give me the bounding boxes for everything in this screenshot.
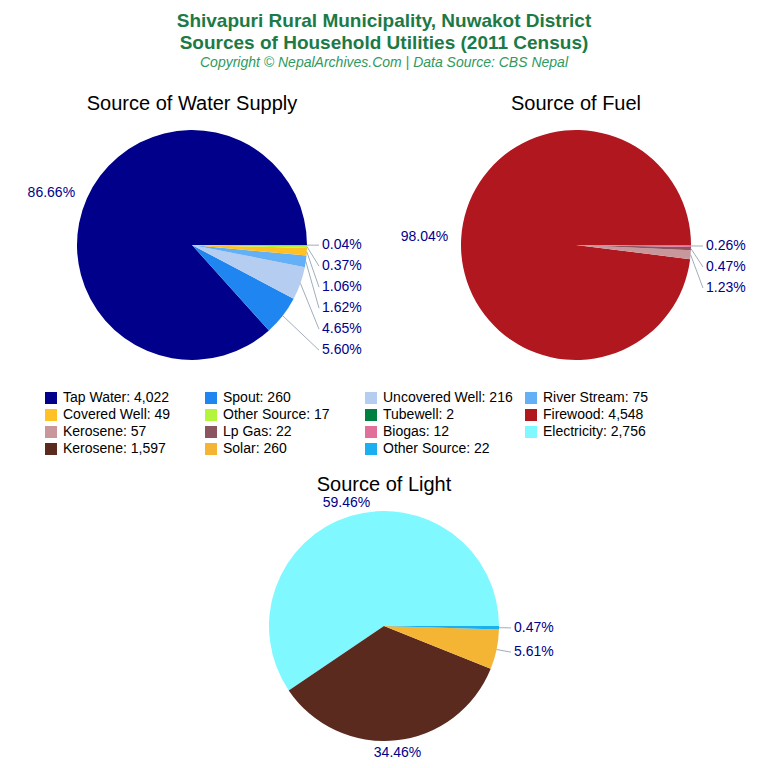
data-label: 0.47% <box>514 619 554 635</box>
leader-line <box>300 283 319 329</box>
leader-line <box>497 649 511 652</box>
legend-label: River Stream: 75 <box>543 389 648 405</box>
legend-label: Firewood: 4,548 <box>543 406 644 422</box>
legend-label: Other Source: 22 <box>383 440 490 456</box>
legend-label: Lp Gas: 22 <box>223 423 292 439</box>
pie-group: Source of Fuel 98.04% 1.23% 0.47% 0.26% <box>401 92 746 360</box>
leader-line <box>691 249 703 267</box>
chart-root: Shivapuri Rural Municipality, Nuwakot Di… <box>0 0 768 768</box>
legend-swatch <box>365 409 377 421</box>
legend-swatch <box>205 409 217 421</box>
leader-line <box>499 627 511 628</box>
pie-slice <box>192 245 307 246</box>
legend-swatch <box>365 426 377 438</box>
data-label: 0.26% <box>706 237 746 253</box>
legend-swatch <box>45 392 57 404</box>
pie-slice <box>192 245 307 256</box>
legend-swatch <box>525 392 537 404</box>
legend-label: Spout: 260 <box>223 389 291 405</box>
legend-swatch <box>365 443 377 455</box>
legend-label: Kerosene: 57 <box>63 423 146 439</box>
data-label: 0.04% <box>322 236 362 252</box>
legend-swatch <box>205 443 217 455</box>
pie-slice <box>384 626 499 669</box>
pie-title: Source of Fuel <box>511 92 641 114</box>
data-label: 86.66% <box>28 184 75 200</box>
pie-group: Source of Light59.46% 34.46% 5.61% 0.47% <box>269 473 554 760</box>
legend-swatch <box>45 426 57 438</box>
legend-label: Other Source: 17 <box>223 406 330 422</box>
data-label: 1.06% <box>322 278 362 294</box>
data-label: 5.60% <box>322 341 362 357</box>
background <box>0 0 768 768</box>
data-labels: 59.46% 34.46% 5.61% 0.47% <box>323 494 554 760</box>
legend-label: Tubewell: 2 <box>383 406 454 422</box>
leader-line <box>307 245 319 246</box>
legend-swatch <box>525 409 537 421</box>
pie-title: Source of Water Supply <box>87 92 297 114</box>
legend-label: Solar: 260 <box>223 440 287 456</box>
data-label: 34.46% <box>374 744 421 760</box>
slices <box>269 511 499 741</box>
data-label: 59.46% <box>323 494 370 510</box>
slices <box>77 130 307 360</box>
data-label: 98.04% <box>401 228 448 244</box>
legend-swatch <box>205 392 217 404</box>
pie-slice <box>461 130 691 360</box>
data-label: 5.61% <box>514 643 554 659</box>
leader-line <box>307 252 319 287</box>
pie-slice <box>576 245 691 250</box>
legend-label: Electricity: 2,756 <box>543 423 646 439</box>
chart-title: Sources of Household Utilities (2011 Cen… <box>180 32 589 53</box>
pie-slice <box>576 245 691 259</box>
leader-line <box>307 247 319 267</box>
legend-swatch <box>205 426 217 438</box>
chart-title: Shivapuri Rural Municipality, Nuwakot Di… <box>177 10 592 31</box>
data-label: 1.62% <box>322 299 362 315</box>
data-label: 4.65% <box>322 320 362 336</box>
legend-label: Uncovered Well: 216 <box>383 389 513 405</box>
legend-swatch <box>525 426 537 438</box>
pie-slice <box>192 245 307 267</box>
pie-slice <box>576 245 691 247</box>
data-label: 0.47% <box>706 258 746 274</box>
legend-label: Kerosene: 1,597 <box>63 440 166 456</box>
legend-swatch <box>45 443 57 455</box>
chart-svg: Shivapuri Rural Municipality, Nuwakot Di… <box>0 0 768 768</box>
leader-line <box>691 245 703 246</box>
leader-line <box>691 255 703 288</box>
data-labels: 86.66% 5.60% 4.65% 1.62% 1.06% 0.37% 0.04% <box>28 184 362 357</box>
legend: Tap Water: 4,022 Spout: 260 Uncovered Well… <box>45 389 648 456</box>
data-label: 0.37% <box>322 257 362 273</box>
slices <box>461 130 691 360</box>
pie-group: Source of Water Supply 86.66% 5.60% 4.65% 1.… <box>28 92 362 360</box>
pie-slice <box>77 130 307 360</box>
pie-slice <box>192 245 307 248</box>
legend-label: Biogas: 12 <box>383 423 449 439</box>
leader-line <box>283 316 319 350</box>
legend-label: Covered Well: 49 <box>63 406 170 422</box>
chart-subtitle: Copyright © NepalArchives.Com | Data Sou… <box>200 54 569 70</box>
legend-swatch <box>365 392 377 404</box>
pie-slice <box>384 626 499 629</box>
data-labels: 98.04% 1.23% 0.47% 0.26% <box>401 228 746 295</box>
legend-label: Tap Water: 4,022 <box>63 389 169 405</box>
legend-swatch <box>45 409 57 421</box>
pie-title: Source of Light <box>317 473 452 495</box>
data-label: 1.23% <box>706 279 746 295</box>
